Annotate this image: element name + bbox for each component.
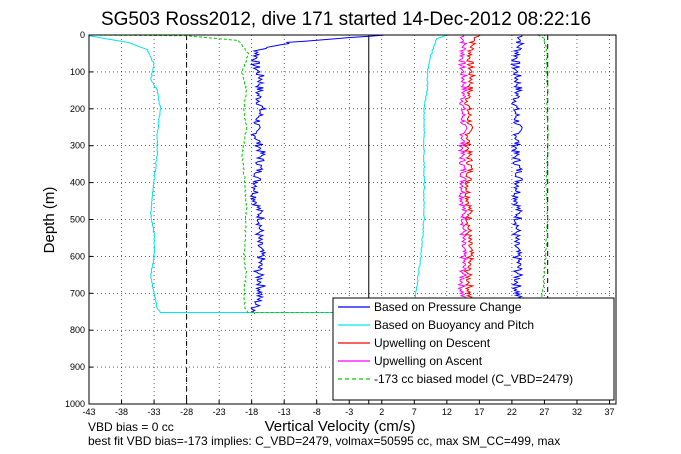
series-line: [88, 34, 447, 313]
series-lines: [88, 34, 550, 316]
series-line: [249, 34, 385, 314]
x-tick-label: 22: [507, 407, 517, 417]
y-tick-label: 600: [70, 251, 85, 261]
y-tick-label: 1000: [65, 399, 85, 409]
footer-line-2: best fit VBD bias=-173 implies: C_VBD=24…: [88, 434, 560, 448]
x-tick-label: -8: [313, 407, 321, 417]
x-tick-label: 2: [379, 407, 384, 417]
series-line: [457, 34, 469, 316]
series-line: [509, 34, 525, 313]
y-axis-label: Depth (m): [41, 187, 58, 254]
x-tick-label: 27: [539, 407, 549, 417]
x-tick-label: -18: [245, 407, 258, 417]
x-axis-label: Vertical Velocity (cm/s): [265, 418, 416, 435]
legend-entry: Based on Buoyancy and Pitch: [374, 318, 534, 332]
y-tick-label: 200: [70, 104, 85, 114]
x-tick-label: -3: [345, 407, 353, 417]
legend-entry: Upwelling on Descent: [374, 336, 491, 350]
chart-title: SG503 Ross2012, dive 171 started 14-Dec-…: [101, 9, 591, 30]
legend-entry: Based on Pressure Change: [374, 300, 522, 314]
x-tick-label: 7: [412, 407, 417, 417]
y-tick-label: 800: [70, 325, 85, 335]
series-line: [462, 34, 480, 316]
x-tick-label: 37: [604, 407, 614, 417]
y-tick-label: 500: [70, 215, 85, 225]
x-tick-label: 32: [572, 407, 582, 417]
x-tick-label: -38: [115, 407, 128, 417]
y-tick-label: 300: [70, 141, 85, 151]
legend-entry: Upwelling on Ascent: [374, 354, 483, 368]
x-ticks: -43 -38 -33 -28 -23 -18 -13 -8 -3 2 7 12 17 22 27 32 37: [82, 400, 615, 417]
y-tick-label: 0: [80, 30, 85, 40]
series-line: [88, 34, 550, 313]
y-tick-label: 400: [70, 178, 85, 188]
legend: Based on Pressure Change Based on Buoyanc…: [332, 297, 615, 401]
x-tick-label: -13: [278, 407, 291, 417]
y-ticks: 0 100 200 300 400 500 600 700 800 900 1000: [65, 30, 93, 409]
x-tick-label: -28: [180, 407, 193, 417]
x-tick-label: 17: [474, 407, 484, 417]
footer-line-1: VBD bias = 0 cc: [88, 420, 174, 434]
y-tick-label: 900: [70, 362, 85, 372]
x-tick-label: -33: [148, 407, 161, 417]
y-tick-label: 700: [70, 288, 85, 298]
x-tick-label: -43: [82, 407, 95, 417]
legend-entry: -173 cc biased model (C_VBD=2479): [374, 372, 573, 386]
legend-box: [332, 297, 615, 401]
y-tick-label: 100: [70, 67, 85, 77]
x-tick-label: 12: [442, 407, 452, 417]
x-tick-label: -23: [213, 407, 226, 417]
